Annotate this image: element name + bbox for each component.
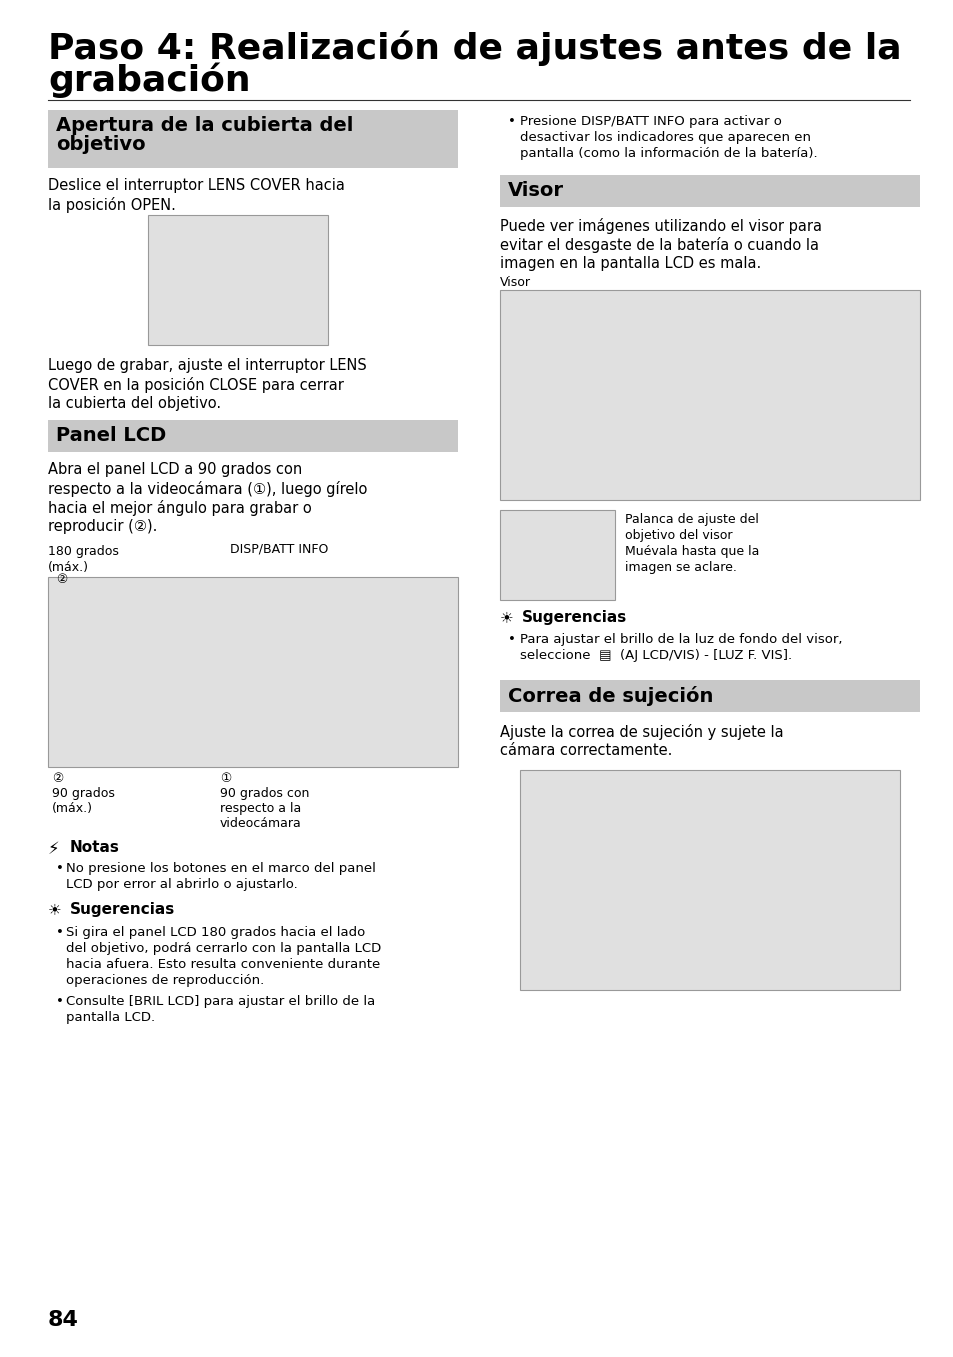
Text: Sugerencias: Sugerencias [70, 902, 175, 917]
Text: Consulte [BRIL LCD] para ajustar el brillo de la: Consulte [BRIL LCD] para ajustar el bril… [66, 995, 375, 1008]
Text: •: • [507, 115, 516, 128]
Text: ☀: ☀ [48, 902, 62, 917]
Text: pantalla (como la información de la batería).: pantalla (como la información de la bate… [519, 147, 817, 160]
Text: (máx.): (máx.) [48, 560, 89, 574]
Text: Para ajustar el brillo de la luz de fondo del visor,: Para ajustar el brillo de la luz de fond… [519, 632, 841, 646]
Bar [48, 421, 457, 452]
Text: •: • [56, 925, 64, 939]
Text: (máx.): (máx.) [52, 802, 92, 816]
Bar [148, 214, 328, 345]
Bar [499, 175, 919, 208]
Text: reproducir (②).: reproducir (②). [48, 518, 157, 535]
Text: objetivo del visor: objetivo del visor [624, 529, 732, 541]
Text: Deslice el interruptor LENS COVER hacia: Deslice el interruptor LENS COVER hacia [48, 178, 345, 193]
Text: Visor: Visor [507, 180, 563, 199]
Text: 90 grados con: 90 grados con [220, 787, 309, 801]
Text: ⚡: ⚡ [48, 840, 59, 858]
Text: del objetivo, podrá cerrarlo con la pantalla LCD: del objetivo, podrá cerrarlo con la pant… [66, 942, 381, 955]
Text: COVER en la posición CLOSE para cerrar: COVER en la posición CLOSE para cerrar [48, 377, 343, 394]
Text: Ajuste la correa de sujeción y sujete la: Ajuste la correa de sujeción y sujete la [499, 725, 782, 740]
Text: Sugerencias: Sugerencias [521, 611, 626, 626]
Text: •: • [56, 995, 64, 1008]
Text: •: • [56, 862, 64, 875]
Text: respecto a la: respecto a la [220, 802, 301, 816]
Text: Panel LCD: Panel LCD [56, 426, 166, 445]
Text: operaciones de reproducción.: operaciones de reproducción. [66, 974, 264, 987]
Text: respecto a la videocámara (①), luego gírelo: respecto a la videocámara (①), luego gír… [48, 480, 367, 497]
Text: Correa de sujeción: Correa de sujeción [507, 687, 713, 706]
Text: cámara correctamente.: cámara correctamente. [499, 744, 672, 759]
Text: ②: ② [56, 573, 67, 586]
Text: No presione los botones en el marco del panel: No presione los botones en el marco del … [66, 862, 375, 875]
Text: Apertura de la cubierta del: Apertura de la cubierta del [56, 115, 353, 134]
Bar [48, 110, 457, 168]
Bar [499, 510, 615, 600]
Text: ②: ② [52, 772, 63, 784]
Text: ①: ① [220, 772, 231, 784]
Bar [519, 769, 899, 991]
Text: LCD por error al abrirlo o ajustarlo.: LCD por error al abrirlo o ajustarlo. [66, 878, 297, 892]
Text: Visor: Visor [499, 275, 531, 289]
Text: •: • [507, 632, 516, 646]
Text: Puede ver imágenes utilizando el visor para: Puede ver imágenes utilizando el visor p… [499, 218, 821, 233]
Text: Si gira el panel LCD 180 grados hacia el lado: Si gira el panel LCD 180 grados hacia el… [66, 925, 365, 939]
Text: evitar el desgaste de la batería o cuando la: evitar el desgaste de la batería o cuand… [499, 237, 818, 252]
Bar [48, 577, 457, 767]
Text: Abra el panel LCD a 90 grados con: Abra el panel LCD a 90 grados con [48, 461, 302, 478]
Text: la cubierta del objetivo.: la cubierta del objetivo. [48, 396, 221, 411]
Text: desactivar los indicadores que aparecen en: desactivar los indicadores que aparecen … [519, 132, 810, 144]
Text: Muévala hasta que la: Muévala hasta que la [624, 546, 759, 558]
Bar [499, 290, 919, 499]
Text: 90 grados: 90 grados [52, 787, 114, 801]
Text: pantalla LCD.: pantalla LCD. [66, 1011, 155, 1025]
Text: Presione DISP/BATT INFO para activar o: Presione DISP/BATT INFO para activar o [519, 115, 781, 128]
Text: Palanca de ajuste del: Palanca de ajuste del [624, 513, 758, 527]
Bar [499, 680, 919, 712]
Text: DISP/BATT INFO: DISP/BATT INFO [230, 543, 328, 556]
Text: 180 grados: 180 grados [48, 546, 119, 558]
Text: Luego de grabar, ajuste el interruptor LENS: Luego de grabar, ajuste el interruptor L… [48, 358, 366, 373]
Text: grabación: grabación [48, 62, 251, 98]
Text: Notas: Notas [70, 840, 120, 855]
Text: imagen se aclare.: imagen se aclare. [624, 560, 736, 574]
Text: imagen en la pantalla LCD es mala.: imagen en la pantalla LCD es mala. [499, 256, 760, 271]
Text: hacia afuera. Esto resulta conveniente durante: hacia afuera. Esto resulta conveniente d… [66, 958, 380, 972]
Text: 84: 84 [48, 1310, 79, 1330]
Text: objetivo: objetivo [56, 134, 146, 153]
Text: videocámara: videocámara [220, 817, 301, 830]
Text: hacia el mejor ángulo para grabar o: hacia el mejor ángulo para grabar o [48, 499, 312, 516]
Text: seleccione  ▤  (AJ LCD/VIS) - [LUZ F. VIS].: seleccione ▤ (AJ LCD/VIS) - [LUZ F. VIS]… [519, 649, 791, 662]
Text: la posición OPEN.: la posición OPEN. [48, 197, 175, 213]
Text: ☀: ☀ [499, 611, 513, 626]
Text: Paso 4: Realización de ajustes antes de la: Paso 4: Realización de ajustes antes de … [48, 30, 901, 65]
